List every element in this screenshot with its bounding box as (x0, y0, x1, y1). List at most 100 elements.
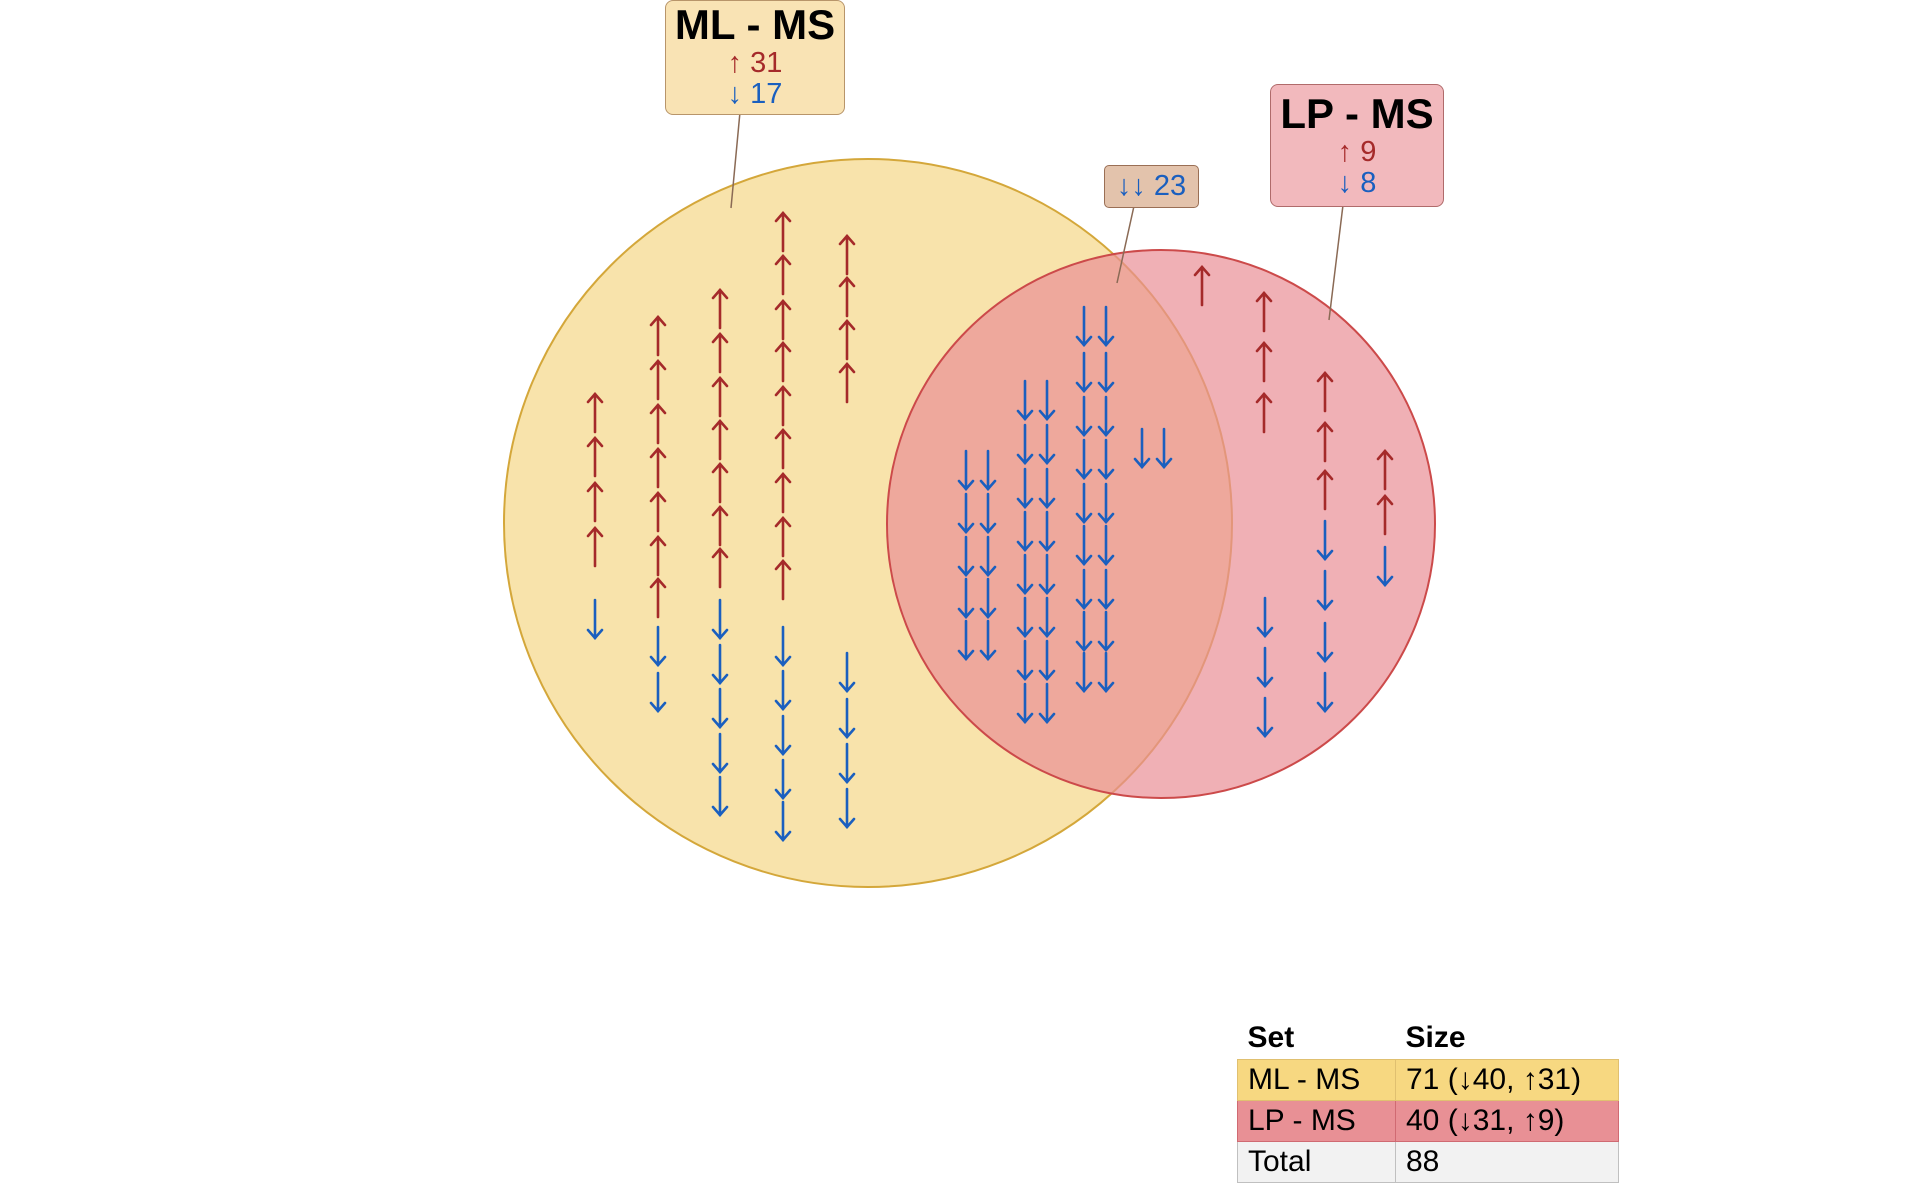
down-arrow-icon (1075, 351, 1093, 393)
element-glyphs (586, 211, 1394, 842)
down-arrow-icon (586, 598, 604, 640)
up-arrow-icon (774, 254, 792, 296)
up-arrow-icon (649, 577, 667, 619)
down-arrow-icon (774, 625, 792, 667)
down-arrow-icon (838, 787, 856, 829)
up-arrow-icon (1316, 371, 1334, 413)
down-arrow-icon (1075, 524, 1093, 566)
down-arrow-icon (1038, 510, 1056, 552)
set-up-count-lp-ms: ↑ 9 (1337, 136, 1377, 168)
down-arrow-icon (1097, 305, 1115, 347)
set-down-count-ml-ms: ↓ 17 (727, 78, 783, 110)
up-arrow-icon (711, 419, 729, 461)
down-arrow-icon (1016, 510, 1034, 552)
up-arrow-icon (774, 516, 792, 558)
legend-header-set: Set (1247, 1021, 1295, 1054)
down-arrow-icon (1016, 379, 1034, 421)
down-arrow-icon (1097, 568, 1115, 610)
down-arrow-icon (957, 449, 975, 491)
down-arrow-icon (1016, 682, 1034, 724)
up-arrow-icon (774, 428, 792, 470)
leader-line-int (1116, 205, 1135, 284)
up-arrow-icon (774, 559, 792, 601)
set-down-count-lp-ms: ↓ 8 (1337, 167, 1377, 199)
up-arrow-icon (838, 276, 856, 318)
down-arrow-icon (1038, 379, 1056, 421)
down-arrow-icon (711, 687, 729, 729)
down-arrow-icon (774, 669, 792, 711)
up-arrow-icon (1193, 265, 1211, 307)
legend-size-cell: 40 (↓31, ↑9) (1395, 1100, 1619, 1142)
up-arrow-icon (649, 315, 667, 357)
down-arrow-icon (1097, 610, 1115, 652)
set-callout-lp-ms: LP - MS ↑ 9 ↓ 8 (1270, 84, 1444, 207)
down-arrow-icon (979, 449, 997, 491)
up-arrow-icon (711, 376, 729, 418)
legend-set-cell: ML - MS (1237, 1059, 1396, 1101)
up-arrow-icon (774, 472, 792, 514)
up-arrow-icon (774, 299, 792, 341)
intersection-callout: ↓↓ 23 (1104, 165, 1199, 208)
up-arrow-icon (649, 535, 667, 577)
down-arrow-icon (838, 651, 856, 693)
up-arrow-icon (838, 234, 856, 276)
legend-table: Set Size ML - MS 71 (↓40, ↑31) LP - MS 4… (1237, 1017, 1619, 1183)
down-arrow-icon (1016, 596, 1034, 638)
down-arrow-icon (1038, 553, 1056, 595)
down-arrow-icon (1097, 524, 1115, 566)
up-arrow-icon (774, 341, 792, 383)
down-arrow-icon (1016, 423, 1034, 465)
up-arrow-icon (649, 491, 667, 533)
down-arrow-icon (774, 800, 792, 842)
down-arrow-icon (774, 714, 792, 756)
down-arrow-icon (1097, 438, 1115, 480)
down-arrow-icon (979, 577, 997, 619)
up-arrow-icon (649, 403, 667, 445)
down-arrow-icon (1097, 395, 1115, 437)
up-arrow-icon (711, 332, 729, 374)
down-arrow-icon (979, 619, 997, 661)
down-arrow-icon (1038, 596, 1056, 638)
down-arrow-icon (1075, 438, 1093, 480)
down-arrow-icon (838, 742, 856, 784)
down-arrow-icon (1038, 423, 1056, 465)
up-arrow-icon (649, 359, 667, 401)
down-arrow-icon (1155, 427, 1173, 469)
leader-line-ml (730, 111, 741, 209)
set-up-count-ml-ms: ↑ 31 (727, 47, 783, 79)
up-arrow-icon (711, 505, 729, 547)
up-arrow-icon (774, 211, 792, 253)
down-arrow-icon (1075, 395, 1093, 437)
down-arrow-icon (838, 697, 856, 739)
legend-header-row: Set Size (1238, 1017, 1619, 1060)
up-arrow-icon (1316, 469, 1334, 511)
legend-set-cell: LP - MS (1237, 1100, 1396, 1142)
down-arrow-icon (649, 671, 667, 713)
up-arrow-icon (586, 392, 604, 434)
up-arrow-icon (1316, 421, 1334, 463)
down-arrow-icon (1316, 621, 1334, 663)
down-arrow-icon (979, 535, 997, 577)
legend-header-size: Size (1405, 1021, 1466, 1054)
down-arrow-icon (1256, 596, 1274, 638)
legend-set-cell: Total (1237, 1141, 1396, 1183)
legend-row: Total 88 (1237, 1141, 1619, 1183)
down-arrow-icon (1075, 482, 1093, 524)
up-arrow-icon (838, 362, 856, 404)
up-arrow-icon (586, 526, 604, 568)
legend-row: LP - MS 40 (↓31, ↑9) (1237, 1100, 1619, 1142)
set-title-ml-ms: ML - MS (674, 1, 836, 48)
leader-line-lp (1328, 204, 1344, 321)
up-arrow-icon (774, 385, 792, 427)
down-arrow-icon (711, 775, 729, 817)
down-arrow-icon (1016, 467, 1034, 509)
down-arrow-icon (1016, 639, 1034, 681)
down-arrow-icon (957, 492, 975, 534)
down-arrow-icon (1256, 696, 1274, 738)
down-arrow-icon (1097, 482, 1115, 524)
down-arrow-icon (957, 619, 975, 661)
up-arrow-icon (1376, 449, 1394, 491)
up-arrow-icon (1255, 341, 1273, 383)
down-arrow-icon (1075, 651, 1093, 693)
